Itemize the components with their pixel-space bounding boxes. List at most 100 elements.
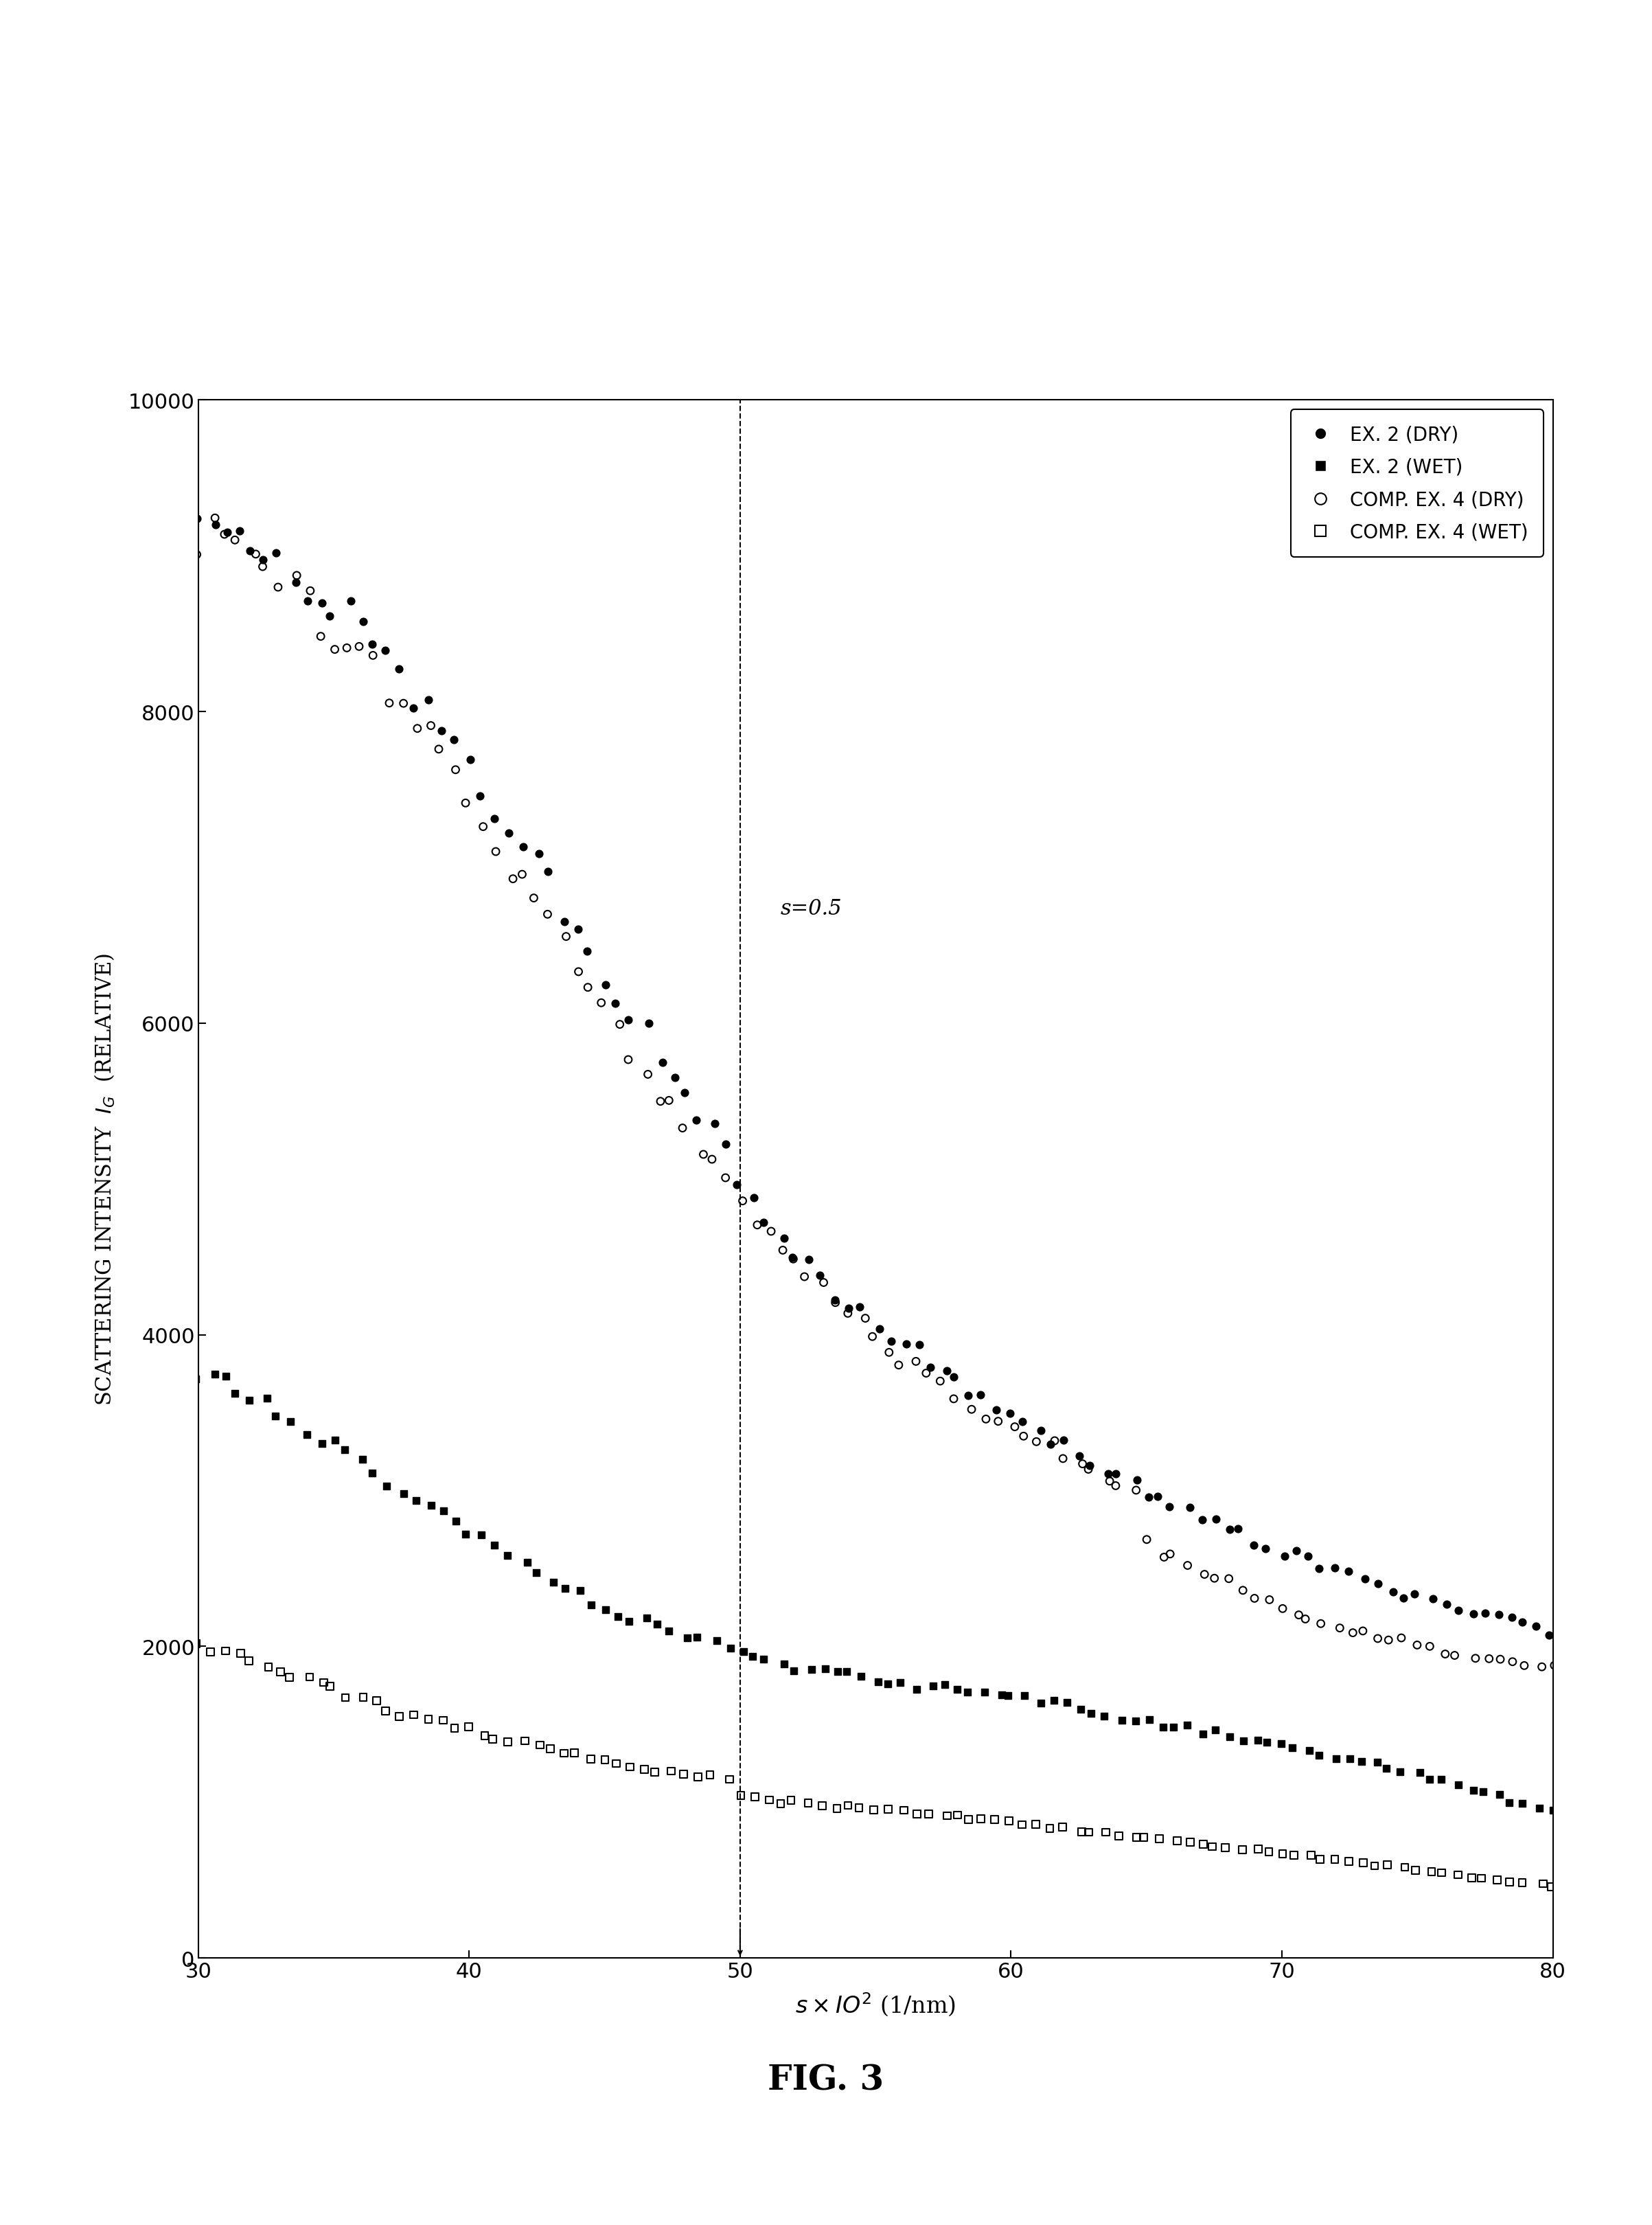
EX. 2 (WET) (1446, 1767, 1472, 1802)
COMP. EX. 4 (WET) (955, 1802, 981, 1838)
EX. 2 (DRY) (771, 1222, 798, 1257)
COMP. EX. 4 (DRY) (1011, 1420, 1037, 1455)
EX. 2 (WET) (1175, 1707, 1201, 1742)
COMP. EX. 4 (WET) (578, 1742, 605, 1778)
EX. 2 (DRY) (1536, 1618, 1563, 1653)
COMP. EX. 4 (WET) (1419, 1853, 1446, 1889)
EX. 2 (WET) (254, 1382, 281, 1417)
COMP. EX. 4 (WET) (1530, 1867, 1556, 1902)
COMP. EX. 4 (WET) (757, 1782, 783, 1818)
EX. 2 (WET) (591, 1593, 618, 1629)
COMP. EX. 4 (DRY) (615, 1041, 641, 1077)
COMP. EX. 4 (DRY) (377, 685, 403, 721)
COMP. EX. 4 (DRY) (588, 986, 615, 1021)
COMP. EX. 4 (DRY) (1442, 1638, 1469, 1673)
EX. 2 (DRY) (1241, 1526, 1267, 1562)
EX. 2 (DRY) (593, 968, 620, 1003)
COMP. EX. 4 (WET) (996, 1802, 1023, 1838)
EX. 2 (DRY) (458, 743, 484, 779)
EX. 2 (DRY) (226, 514, 253, 550)
COMP. EX. 4 (DRY) (565, 955, 591, 990)
COMP. EX. 4 (WET) (401, 1698, 428, 1733)
COMP. EX. 4 (DRY) (1500, 1644, 1526, 1680)
COMP. EX. 4 (WET) (350, 1680, 377, 1715)
EX. 2 (DRY) (714, 1126, 740, 1161)
X-axis label: $s\times IO^2$ (1/nm): $s\times IO^2$ (1/nm) (795, 1991, 957, 2018)
EX. 2 (DRY) (385, 652, 411, 688)
EX. 2 (WET) (1090, 1698, 1117, 1733)
EX. 2 (DRY) (317, 599, 344, 634)
EX. 2 (WET) (740, 1640, 767, 1675)
COMP. EX. 4 (DRY) (1133, 1522, 1160, 1558)
EX. 2 (WET) (1365, 1744, 1391, 1780)
COMP. EX. 4 (DRY) (307, 619, 334, 654)
EX. 2 (DRY) (282, 565, 309, 601)
COMP. EX. 4 (WET) (456, 1709, 482, 1744)
COMP. EX. 4 (WET) (809, 1789, 836, 1824)
EX. 2 (WET) (1429, 1762, 1455, 1798)
COMP. EX. 4 (WET) (1361, 1849, 1388, 1885)
COMP. EX. 4 (WET) (904, 1796, 930, 1831)
EX. 2 (WET) (1495, 1784, 1521, 1820)
COMP. EX. 4 (WET) (441, 1711, 468, 1747)
COMP. EX. 4 (DRY) (501, 861, 527, 897)
EX. 2 (WET) (322, 1422, 349, 1457)
COMP. EX. 4 (DRY) (345, 630, 372, 665)
COMP. EX. 4 (WET) (727, 1778, 753, 1813)
EX. 2 (WET) (1203, 1713, 1229, 1749)
COMP. EX. 4 (WET) (641, 1756, 667, 1791)
COMP. EX. 4 (DRY) (1191, 1558, 1218, 1593)
EX. 2 (DRY) (940, 1359, 966, 1395)
COMP. EX. 4 (DRY) (482, 834, 509, 870)
EX. 2 (WET) (1011, 1678, 1037, 1713)
COMP. EX. 4 (WET) (657, 1753, 684, 1789)
EX. 2 (WET) (1216, 1720, 1242, 1756)
COMP. EX. 4 (WET) (795, 1784, 821, 1820)
EX. 2 (DRY) (1104, 1455, 1130, 1491)
COMP. EX. 4 (DRY) (699, 1141, 725, 1177)
EX. 2 (DRY) (702, 1106, 729, 1141)
EX. 2 (DRY) (372, 634, 398, 670)
EX. 2 (WET) (430, 1493, 456, 1529)
COMP. EX. 4 (DRY) (1216, 1562, 1242, 1598)
EX. 2 (WET) (453, 1515, 479, 1551)
COMP. EX. 4 (WET) (876, 1791, 902, 1827)
EX. 2 (DRY) (294, 583, 320, 619)
EX. 2 (WET) (540, 1564, 567, 1600)
COMP. EX. 4 (DRY) (1350, 1613, 1376, 1649)
COMP. EX. 4 (WET) (1213, 1831, 1239, 1867)
EX. 2 (DRY) (416, 683, 443, 719)
COMP. EX. 4 (WET) (945, 1798, 971, 1833)
EX. 2 (WET) (634, 1600, 661, 1635)
COMP. EX. 4 (DRY) (1541, 1649, 1568, 1684)
EX. 2 (WET) (847, 1658, 874, 1693)
COMP. EX. 4 (DRY) (553, 919, 580, 955)
COMP. EX. 4 (DRY) (634, 1057, 661, 1092)
COMP. EX. 4 (WET) (834, 1789, 861, 1824)
COMP. EX. 4 (DRY) (1001, 1408, 1028, 1444)
EX. 2 (DRY) (339, 583, 365, 619)
EX. 2 (DRY) (996, 1395, 1023, 1431)
COMP. EX. 4 (WET) (512, 1722, 539, 1758)
COMP. EX. 4 (DRY) (1528, 1649, 1555, 1684)
EX. 2 (WET) (1348, 1744, 1374, 1780)
EX. 2 (WET) (294, 1417, 320, 1453)
EX. 2 (DRY) (428, 712, 454, 748)
EX. 2 (DRY) (215, 514, 241, 550)
COMP. EX. 4 (WET) (479, 1722, 506, 1758)
EX. 2 (DRY) (1446, 1593, 1472, 1629)
EX. 2 (WET) (1108, 1702, 1135, 1738)
EX. 2 (DRY) (1508, 1604, 1535, 1640)
EX. 2 (DRY) (263, 536, 289, 572)
EX. 2 (DRY) (1284, 1533, 1310, 1569)
COMP. EX. 4 (DRY) (1075, 1451, 1102, 1486)
EX. 2 (WET) (674, 1620, 700, 1655)
EX. 2 (WET) (443, 1504, 469, 1540)
COMP. EX. 4 (WET) (527, 1727, 553, 1762)
COMP. EX. 4 (WET) (254, 1649, 281, 1684)
COMP. EX. 4 (WET) (1459, 1860, 1485, 1896)
COMP. EX. 4 (WET) (471, 1718, 497, 1753)
COMP. EX. 4 (DRY) (1327, 1611, 1353, 1646)
COMP. EX. 4 (WET) (742, 1780, 768, 1816)
COMP. EX. 4 (DRY) (334, 630, 360, 665)
